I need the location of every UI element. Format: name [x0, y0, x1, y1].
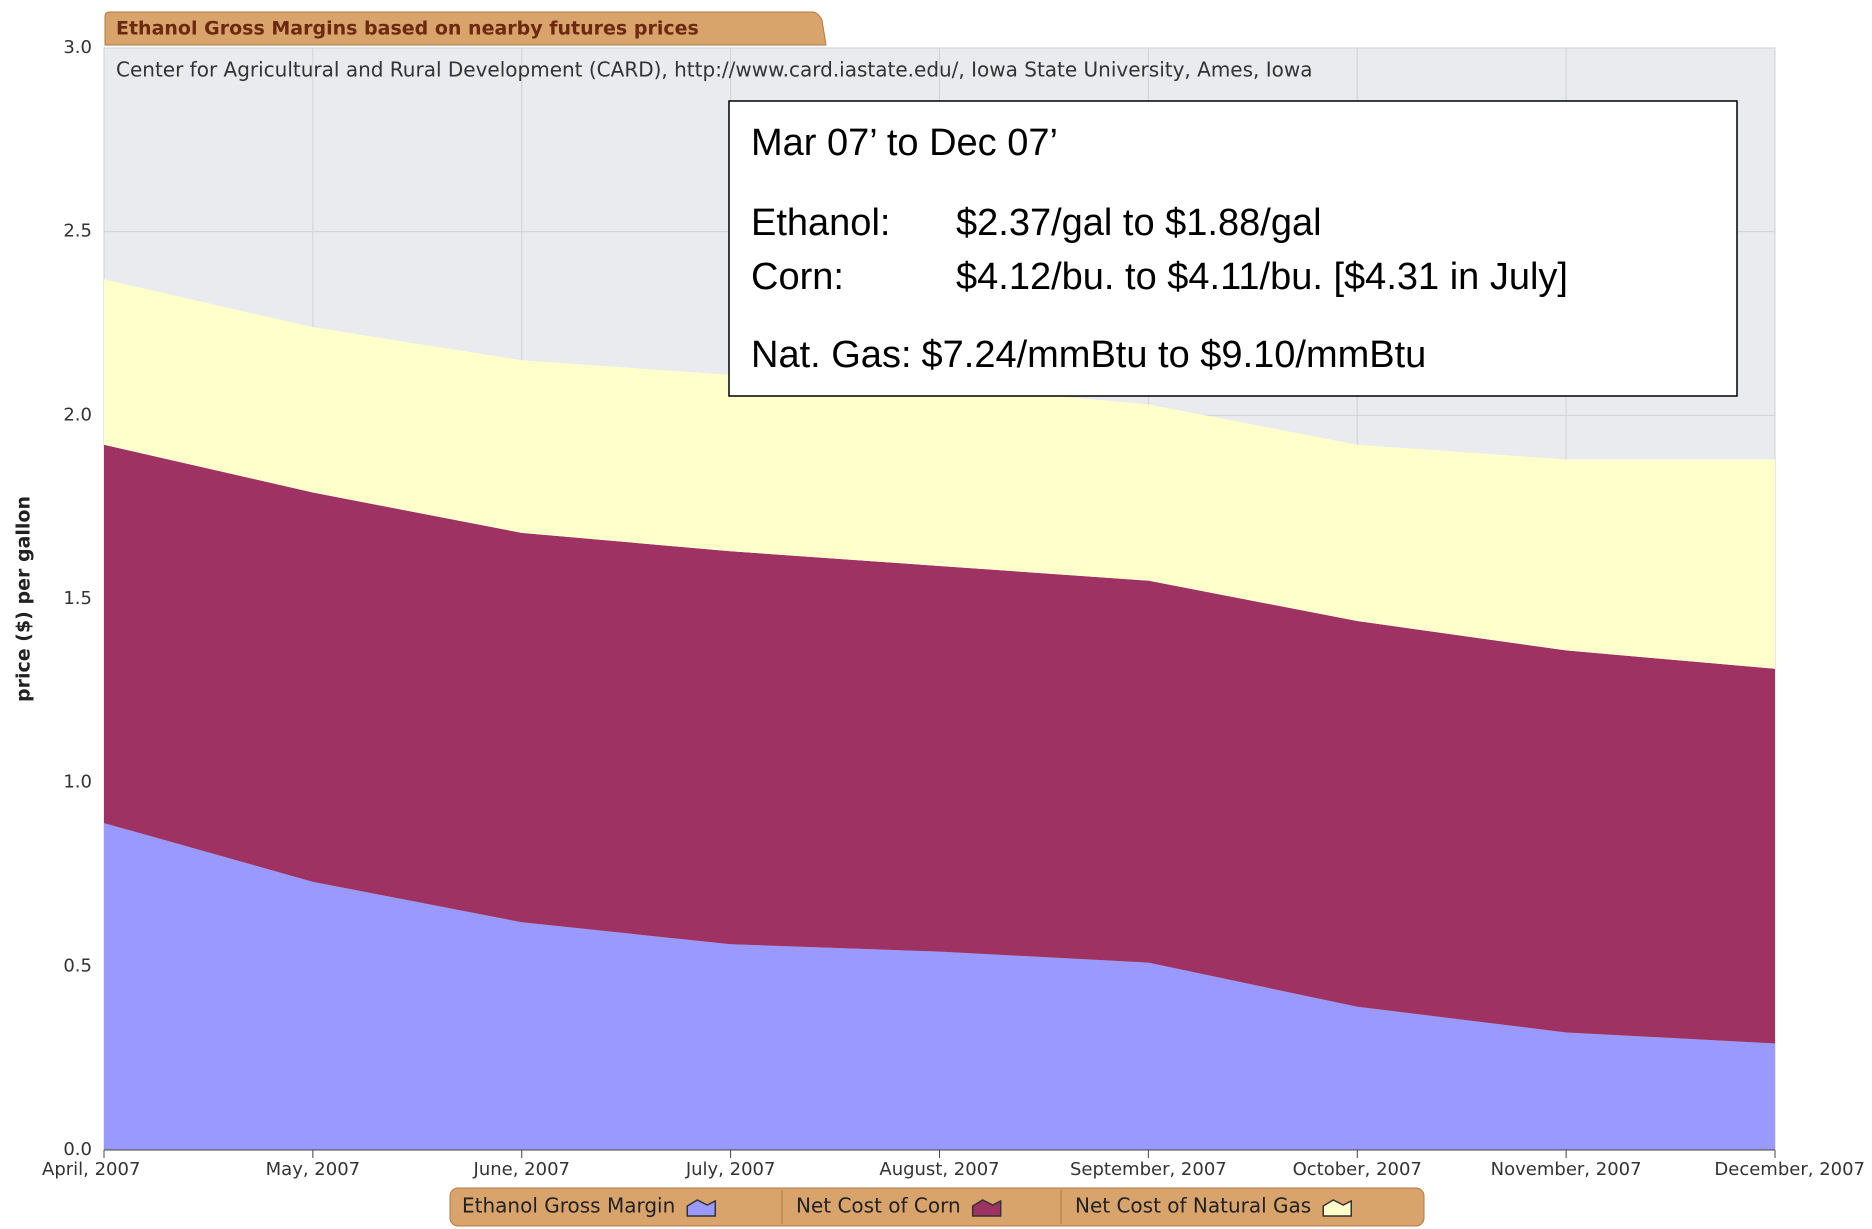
annotation-label: Ethanol:	[751, 202, 890, 244]
y-tick-label: 2.0	[63, 404, 92, 425]
chart-title: Ethanol Gross Margins based on nearby fu…	[116, 18, 699, 40]
x-tick-label: April, 2007	[42, 1159, 140, 1180]
x-tick-label: October, 2007	[1293, 1159, 1422, 1180]
x-tick-label: August, 2007	[879, 1159, 999, 1180]
annotation-text: $7.24/mmBtu to $9.10/mmBtu	[922, 334, 1427, 376]
area	[104, 823, 1775, 1150]
x-tick-label: November, 2007	[1491, 1159, 1642, 1180]
legend-swatch	[971, 1199, 1002, 1217]
x-tick-label: September, 2007	[1070, 1159, 1227, 1180]
title-tab	[104, 11, 827, 46]
chart-subtitle: Center for Agricultural and Rural Develo…	[116, 58, 1313, 82]
x-tick-label: June, 2007	[473, 1159, 570, 1180]
annotation-heading: Mar 07’ to Dec 07’	[751, 122, 1058, 164]
area	[104, 444, 1775, 1044]
legend-swatch	[1322, 1199, 1352, 1217]
annotation-label: Corn:	[751, 256, 844, 298]
y-tick-label: 0.5	[63, 955, 92, 976]
y-tick-label: 2.5	[63, 221, 92, 242]
x-tick-label: July, 2007	[685, 1159, 776, 1180]
legend-swatch	[686, 1199, 717, 1217]
y-axis-label: price ($) per gallon	[13, 496, 35, 702]
annotation-box	[728, 100, 1738, 397]
area	[104, 279, 1775, 669]
y-tick-label: 3.0	[63, 37, 92, 58]
legend-label: Net Cost of Natural Gas	[1075, 1194, 1311, 1218]
annotation-label: Nat. Gas:	[751, 334, 912, 376]
y-tick-label: 0.0	[63, 1139, 92, 1160]
x-tick-label: May, 2007	[266, 1159, 360, 1180]
annotation-text: $4.12/bu. to $4.11/bu. [$4.31 in July]	[956, 256, 1568, 298]
x-tick-label: December, 2007	[1714, 1159, 1865, 1180]
y-tick-label: 1.5	[63, 588, 92, 609]
legend-label: Net Cost of Corn	[796, 1194, 961, 1218]
annotation-text: $2.37/gal to $1.88/gal	[956, 202, 1322, 244]
y-tick-label: 1.0	[63, 772, 92, 793]
legend-label: Ethanol Gross Margin	[462, 1194, 675, 1218]
